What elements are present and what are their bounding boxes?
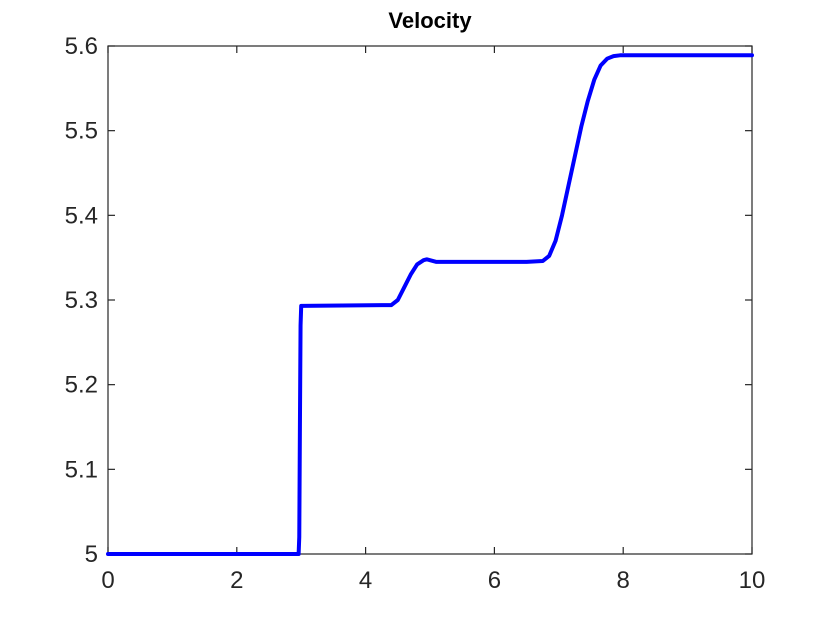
x-axis: 0 2 4 6 8 10 [101,46,765,594]
x-tick-label: 4 [359,567,372,594]
x-tick-label: 8 [617,567,630,594]
y-tick-label: 5.4 [65,202,98,229]
y-tick-label: 5.2 [65,372,98,399]
y-tick-label: 5.3 [65,287,98,314]
plot-area [107,45,753,555]
x-tick-label: 6 [488,567,501,594]
x-tick-label: 2 [230,567,243,594]
y-tick-label: 5 [85,541,98,568]
series-layer [106,53,754,556]
y-tick-label: 5.6 [65,33,98,60]
x-tick-label: 10 [739,567,766,594]
x-tick-label: 0 [101,567,114,594]
y-axis: 5 5.1 5.2 5.3 5.4 5.5 5.6 [65,33,752,568]
chart-title: Velocity [388,8,472,33]
y-tick-label: 5.1 [65,456,98,483]
y-tick-label: 5.5 [65,118,98,145]
velocity-series-line [106,53,754,556]
